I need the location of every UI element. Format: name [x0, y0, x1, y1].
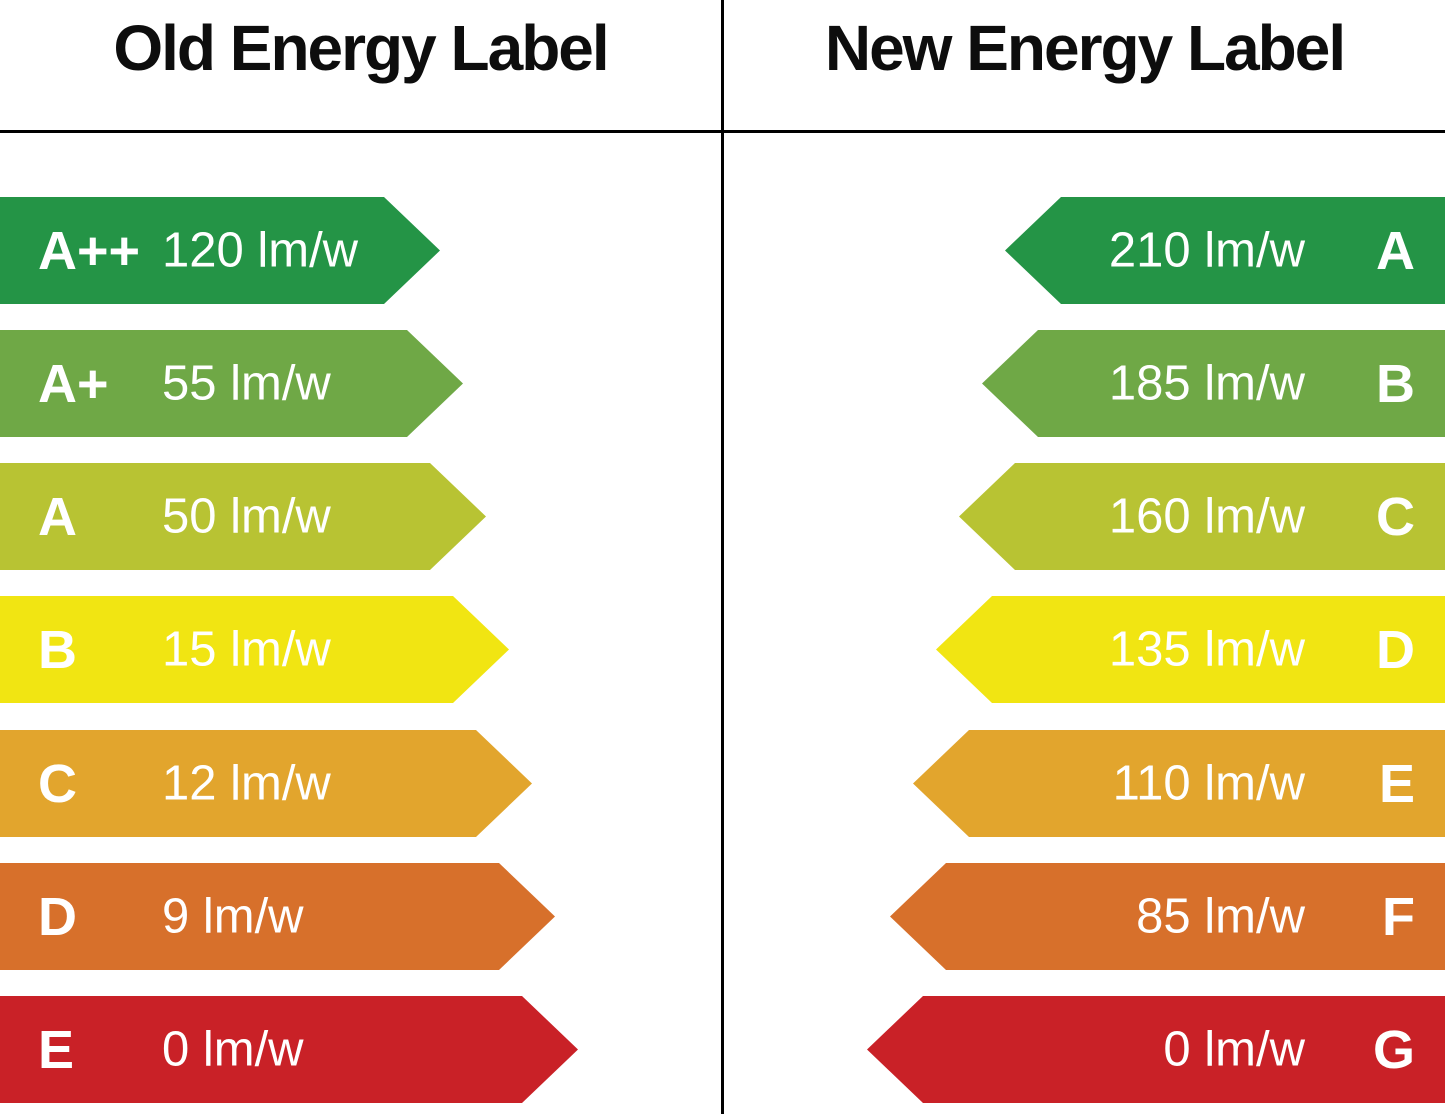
old-label-row-e: E 0 lm/w [0, 996, 578, 1103]
grade-letter: D [1376, 619, 1415, 680]
efficiency-value: 0 lm/w [1163, 1022, 1305, 1076]
new-label-row-d: D 135 lm/w [936, 596, 1445, 703]
efficiency-value: 120 lm/w [162, 223, 359, 277]
efficiency-value: 9 lm/w [162, 889, 304, 943]
grade-letter: C [1376, 486, 1415, 547]
grade-letter: C [38, 753, 77, 814]
efficiency-value: 185 lm/w [1108, 356, 1305, 410]
grade-letter: F [1382, 886, 1415, 947]
old-label-row-c: C 12 lm/w [0, 730, 532, 837]
grade-letter: B [38, 619, 77, 680]
efficiency-value: 210 lm/w [1108, 223, 1305, 277]
grade-letter: D [38, 886, 77, 947]
grade-letter: A [1376, 220, 1415, 281]
grade-letter: A+ [38, 353, 109, 414]
new-label-row-g: G 0 lm/w [867, 996, 1445, 1103]
efficiency-value: 15 lm/w [162, 622, 331, 676]
efficiency-value: 55 lm/w [162, 356, 331, 410]
grade-letter: E [1378, 753, 1415, 814]
new-label-row-c: C 160 lm/w [959, 463, 1445, 570]
old-label-row-b: B 15 lm/w [0, 596, 509, 703]
grade-letter: A++ [38, 220, 141, 281]
efficiency-value: 110 lm/w [1112, 756, 1305, 810]
efficiency-value: 12 lm/w [162, 756, 331, 810]
new-label-row-e: E 110 lm/w [913, 730, 1445, 837]
grade-letter: A [38, 486, 77, 547]
efficiency-value: 50 lm/w [162, 489, 331, 543]
old-label-row-aplus: A+ 55 lm/w [0, 330, 463, 437]
grade-letter: G [1372, 1019, 1415, 1080]
efficiency-value: 135 lm/w [1108, 622, 1305, 676]
grade-letter: E [38, 1019, 75, 1080]
new-label-row-f: F 85 lm/w [890, 863, 1445, 970]
new-label-title: New Energy Label [824, 12, 1346, 84]
old-label-row-aplusplus: A++ 120 lm/w [0, 197, 440, 304]
new-label-row-b: B 185 lm/w [982, 330, 1445, 437]
efficiency-value: 0 lm/w [162, 1022, 304, 1076]
old-label-row-d: D 9 lm/w [0, 863, 555, 970]
grade-letter: B [1376, 353, 1415, 414]
new-label-row-a: A 210 lm/w [1005, 197, 1445, 304]
old-label-title: Old Energy Label [113, 12, 609, 84]
efficiency-value: 160 lm/w [1108, 489, 1305, 543]
old-label-row-a: A 50 lm/w [0, 463, 486, 570]
column-divider-line [721, 0, 724, 1114]
efficiency-value: 85 lm/w [1136, 889, 1305, 943]
